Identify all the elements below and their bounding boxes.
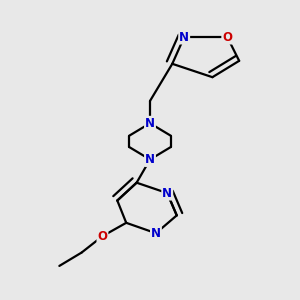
Text: N: N: [145, 117, 155, 130]
Text: N: N: [179, 31, 189, 44]
Text: O: O: [222, 31, 232, 44]
Text: O: O: [98, 230, 107, 243]
Text: N: N: [151, 227, 161, 240]
Text: N: N: [162, 187, 172, 200]
Text: N: N: [145, 153, 155, 166]
